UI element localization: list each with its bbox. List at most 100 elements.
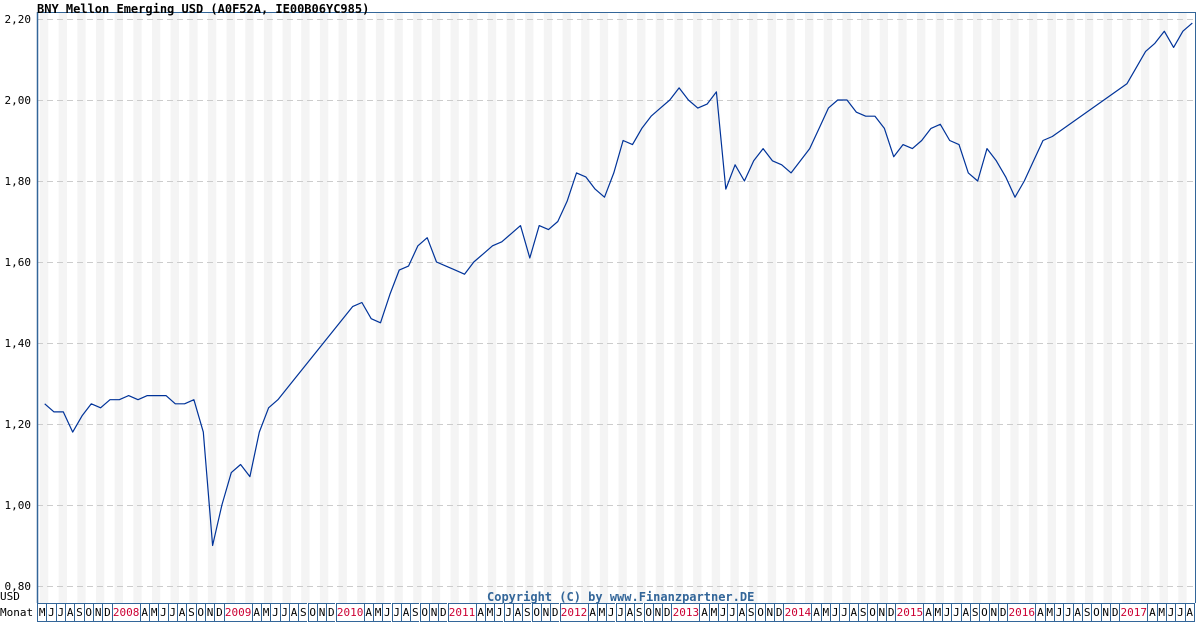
- month-label: M: [1156, 603, 1166, 622]
- month-label: M: [37, 603, 47, 622]
- month-label: J: [503, 603, 513, 622]
- month-label: J: [55, 603, 65, 622]
- year-label: 2011: [447, 603, 476, 622]
- month-label: A: [624, 603, 635, 622]
- month-label: J: [158, 603, 168, 622]
- month-label: A: [475, 603, 485, 622]
- month-label: J: [951, 603, 961, 622]
- month-label: D: [662, 603, 672, 622]
- month-label: O: [419, 603, 429, 622]
- month-label: N: [764, 603, 774, 622]
- month-label: J: [615, 603, 625, 622]
- month-label: S: [970, 603, 980, 622]
- month-label: N: [93, 603, 103, 622]
- month-label: A: [923, 603, 933, 622]
- month-label: A: [139, 603, 149, 622]
- month-label: A: [512, 603, 523, 622]
- month-label: M: [1044, 603, 1054, 622]
- month-label: N: [1100, 603, 1110, 622]
- month-label: J: [1063, 603, 1073, 622]
- month-label: N: [316, 603, 327, 622]
- month-label: A: [848, 603, 858, 622]
- month-label: J: [494, 603, 504, 622]
- month-label: J: [1165, 603, 1176, 622]
- month-label: A: [176, 603, 187, 622]
- month-label: J: [391, 603, 401, 622]
- month-label: A: [1035, 603, 1045, 622]
- month-label: A: [65, 603, 75, 622]
- y-tick-label: 1,80: [4, 175, 32, 188]
- price-line: [44, 22, 1193, 547]
- month-label: O: [643, 603, 653, 622]
- month-label: J: [718, 603, 728, 622]
- year-label: 2017: [1119, 603, 1148, 622]
- month-label: D: [550, 603, 560, 622]
- month-label: J: [727, 603, 737, 622]
- y-tick-label: 2,00: [4, 94, 32, 107]
- unit-label: USD: [0, 590, 20, 603]
- year-label: 2008: [111, 603, 140, 622]
- month-label: J: [839, 603, 849, 622]
- copyright-link[interactable]: Copyright (C) by www.Finanzpartner.DE: [487, 590, 755, 604]
- month-label: S: [522, 603, 532, 622]
- month-label: D: [886, 603, 896, 622]
- month-label: N: [988, 603, 998, 622]
- month-label: A: [811, 603, 821, 622]
- y-tick-label: 1,00: [4, 499, 32, 512]
- month-label: A: [363, 603, 373, 622]
- y-tick-label: 1,60: [4, 256, 32, 269]
- month-label: A: [1184, 603, 1195, 622]
- x-axis-label: Monat: [0, 606, 34, 619]
- month-label: M: [708, 603, 719, 622]
- month-label: A: [1072, 603, 1082, 622]
- month-label: D: [774, 603, 784, 622]
- gridlines: [37, 19, 1195, 587]
- month-label: N: [204, 603, 215, 622]
- month-label: O: [307, 603, 317, 622]
- year-label: 2010: [335, 603, 364, 622]
- month-label: D: [1110, 603, 1120, 622]
- month-label: D: [214, 603, 224, 622]
- month-label: M: [260, 603, 271, 622]
- month-axis: M J J A S O N D 2008 A M J J A S O N D 2009 A M J J A S O N D 2010 A M…: [37, 603, 1195, 622]
- y-tick-label: 0,80: [4, 580, 32, 593]
- month-label: J: [830, 603, 840, 622]
- month-label: S: [410, 603, 420, 622]
- year-label: 2016: [1007, 603, 1036, 622]
- year-label: 2009: [223, 603, 252, 622]
- month-label: S: [634, 603, 644, 622]
- month-label: J: [279, 603, 289, 622]
- month-label: M: [932, 603, 942, 622]
- month-label: A: [960, 603, 970, 622]
- month-label: N: [428, 603, 439, 622]
- month-label: M: [596, 603, 607, 622]
- month-label: A: [736, 603, 747, 622]
- month-label: J: [606, 603, 616, 622]
- month-label: N: [652, 603, 663, 622]
- month-label: M: [484, 603, 495, 622]
- month-label: O: [867, 603, 877, 622]
- month-label: A: [699, 603, 709, 622]
- month-label: D: [102, 603, 112, 622]
- year-label: 2014: [783, 603, 812, 622]
- month-label: J: [46, 603, 56, 622]
- y-tick-label: 1,20: [4, 418, 32, 431]
- month-label: M: [149, 603, 159, 622]
- month-label: A: [587, 603, 597, 622]
- month-label: O: [979, 603, 989, 622]
- month-label: A: [251, 603, 261, 622]
- month-label: S: [186, 603, 196, 622]
- month-label: O: [195, 603, 205, 622]
- month-label: J: [1175, 603, 1185, 622]
- month-label: J: [942, 603, 952, 622]
- month-label: J: [382, 603, 392, 622]
- year-label: 2012: [559, 603, 588, 622]
- month-label: N: [540, 603, 551, 622]
- month-label: S: [74, 603, 84, 622]
- month-label: S: [858, 603, 868, 622]
- month-label: S: [298, 603, 308, 622]
- month-label: D: [998, 603, 1008, 622]
- month-label: S: [746, 603, 756, 622]
- month-label: O: [83, 603, 93, 622]
